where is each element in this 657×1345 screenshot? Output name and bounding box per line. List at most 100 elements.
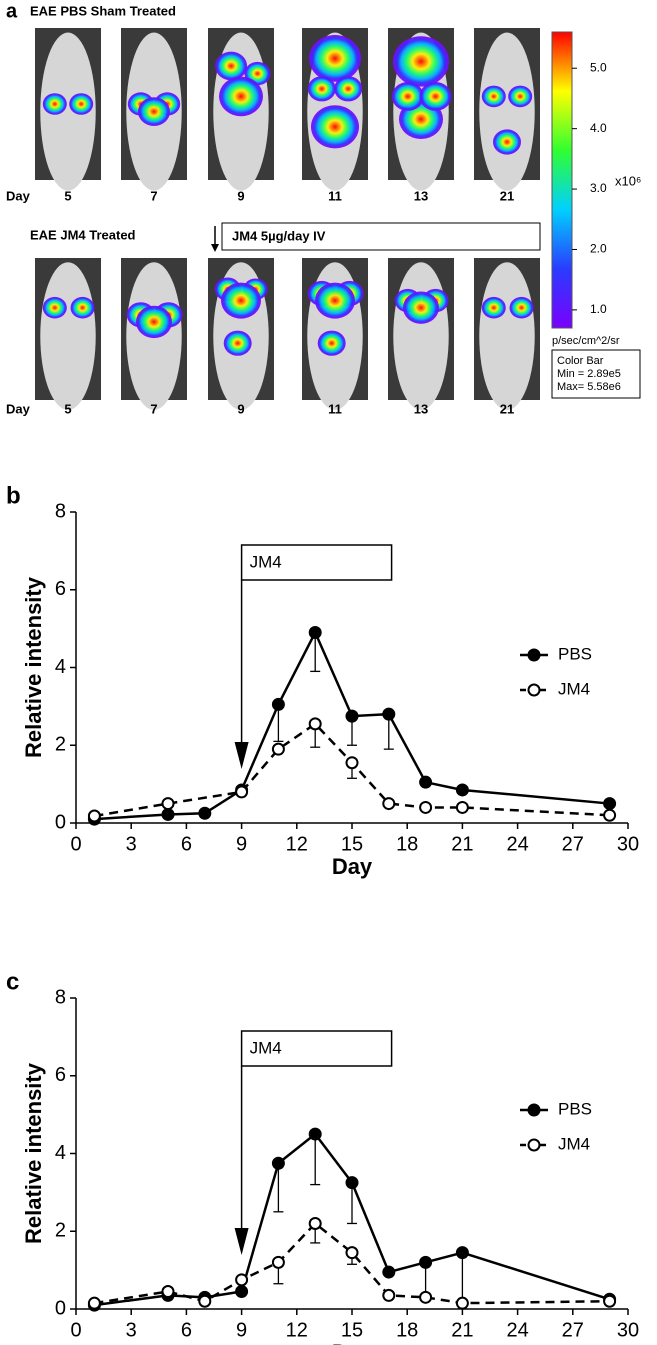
row-title: EAE PBS Sham Treated: [30, 3, 176, 18]
x-tick-label: 30: [617, 1319, 639, 1341]
day-value: 9: [237, 401, 244, 416]
data-point: [419, 1255, 433, 1269]
panel-letter: b: [6, 482, 21, 509]
colorbar-tick-label: 3.0: [590, 181, 607, 195]
data-point: [419, 1290, 433, 1304]
signal-blob: [136, 305, 172, 339]
series-line: [94, 722, 610, 818]
legend-marker: [527, 683, 541, 697]
signal-blob: [493, 129, 521, 155]
signal-blob: [309, 35, 361, 82]
data-point: [345, 756, 359, 770]
data-point: [87, 1296, 101, 1310]
day-value: 5: [64, 188, 71, 203]
data-point: [603, 797, 617, 811]
signal-blob: [70, 296, 95, 319]
row-title: EAE JM4 Treated: [30, 227, 136, 242]
arrow-head: [234, 742, 249, 769]
signal-blob: [69, 93, 94, 115]
mouse-body: [40, 262, 96, 410]
mouse-body: [40, 32, 96, 191]
x-tick-label: 0: [70, 833, 81, 855]
data-point: [308, 717, 322, 731]
data-point: [235, 1273, 249, 1287]
data-point: [455, 800, 469, 814]
data-point: [271, 742, 285, 756]
data-point: [87, 809, 101, 823]
data-point: [271, 1255, 285, 1269]
colorbar: [551, 31, 573, 329]
x-tick-label: 9: [236, 1319, 247, 1341]
signal-blob: [215, 51, 248, 81]
day-value: 5: [64, 401, 71, 416]
day-value: 13: [414, 188, 428, 203]
arrow-head: [234, 1228, 249, 1255]
data-point: [345, 709, 359, 723]
day-value: 21: [500, 188, 514, 203]
day-value: 13: [414, 401, 428, 416]
annotation-box: [240, 1030, 393, 1067]
colorbar-multiplier: x10⁶: [615, 173, 641, 188]
colorbar-tick-label: 5.0: [590, 60, 607, 74]
x-tick-label: 9: [236, 833, 247, 855]
data-point: [235, 785, 249, 799]
data-point: [161, 1285, 175, 1299]
y-tick-label: 4: [55, 1142, 66, 1164]
annotation-label: JM4: [250, 552, 282, 571]
panel-letter: a: [6, 0, 18, 22]
data-point: [235, 1285, 249, 1299]
signal-blob: [315, 282, 355, 319]
day-value: 7: [150, 401, 157, 416]
x-tick-label: 30: [617, 833, 639, 855]
signal-blob: [317, 330, 346, 356]
signal-blob: [403, 291, 439, 324]
x-tick-label: 3: [126, 833, 137, 855]
y-tick-label: 0: [55, 1297, 66, 1319]
mouse-body: [393, 262, 449, 410]
y-axis-title: Relative intensity: [21, 576, 46, 758]
day-value: 7: [150, 188, 157, 203]
legend-label: PBS: [558, 644, 592, 663]
x-tick-label: 3: [126, 1319, 137, 1341]
data-point: [603, 1294, 617, 1308]
day-label: Day: [6, 401, 31, 416]
x-tick-label: 0: [70, 1319, 81, 1341]
data-point: [455, 1246, 469, 1260]
treatment-box: [221, 222, 541, 251]
x-tick-label: 18: [396, 833, 418, 855]
signal-blob: [419, 82, 452, 111]
panel-letter: c: [6, 968, 19, 995]
x-tick-label: 6: [181, 1319, 192, 1341]
signal-blob: [42, 93, 67, 115]
colorbar-box-title: Color Bar: [557, 355, 604, 367]
y-tick-label: 6: [55, 1064, 66, 1086]
legend-marker: [527, 1138, 541, 1152]
day-label: Day: [6, 188, 31, 203]
signal-blob: [393, 36, 449, 87]
colorbar-tick-label: 2.0: [590, 242, 607, 256]
day-value: 9: [237, 188, 244, 203]
x-tick-label: 18: [396, 1319, 418, 1341]
x-tick-label: 12: [286, 1319, 308, 1341]
x-tick-label: 12: [286, 833, 308, 855]
signal-blob: [138, 97, 170, 126]
x-tick-label: 15: [341, 1319, 363, 1341]
colorbar-tick-label: 1.0: [590, 302, 607, 316]
legend-marker: [527, 648, 541, 662]
data-point: [382, 1265, 396, 1279]
data-point: [455, 1296, 469, 1310]
legend-label: JM4: [558, 679, 590, 698]
data-point: [308, 1216, 322, 1230]
y-tick-label: 2: [55, 1220, 66, 1242]
day-value: 11: [328, 401, 342, 416]
data-point: [603, 808, 617, 822]
data-point: [198, 1294, 212, 1308]
y-tick-label: 2: [55, 734, 66, 756]
x-tick-label: 15: [341, 833, 363, 855]
colorbar-max: Max= 5.58e6: [557, 381, 621, 393]
x-tick-label: 24: [506, 833, 528, 855]
y-tick-label: 8: [55, 986, 66, 1008]
signal-blob: [219, 76, 263, 117]
x-tick-label: 27: [562, 1319, 584, 1341]
